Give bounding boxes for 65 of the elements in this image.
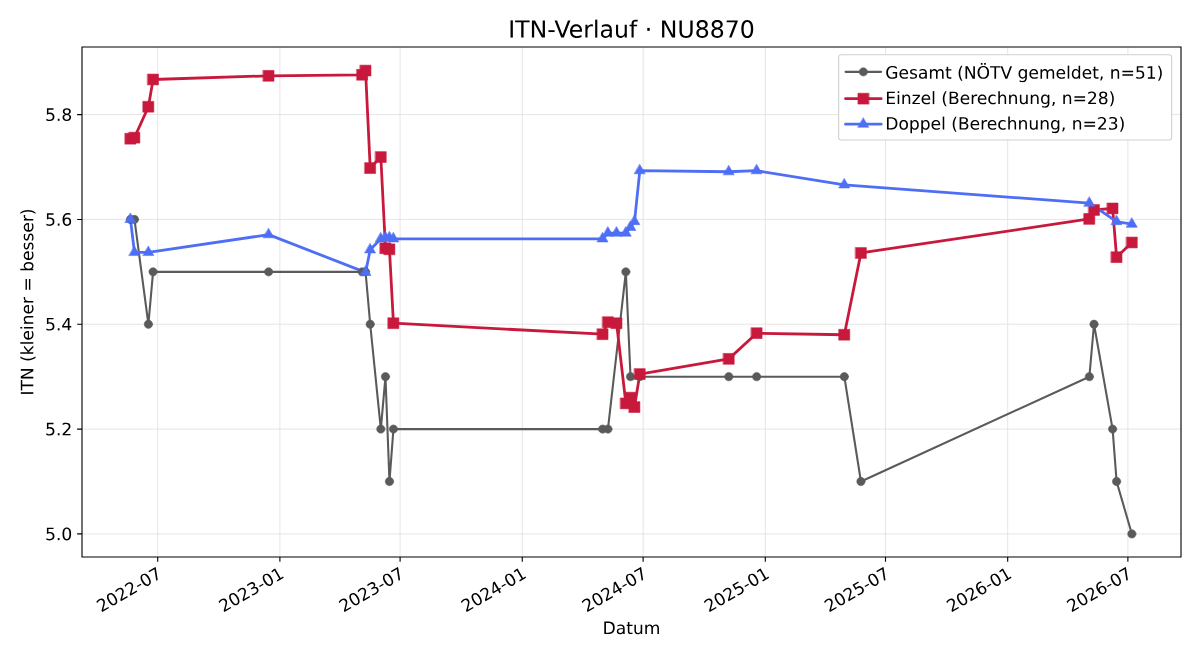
point [262, 228, 275, 239]
y-tick-label: 5.4 [46, 317, 72, 331]
point [387, 232, 400, 243]
point [147, 73, 159, 86]
legend-label: Einzel (Berechnung, n=28) [886, 91, 1114, 108]
point [628, 401, 641, 413]
point [264, 267, 274, 277]
y-axis-title: ITN (kleiner = besser) [20, 209, 36, 394]
point [723, 165, 735, 176]
point [128, 131, 141, 144]
point [634, 164, 646, 175]
point [610, 317, 623, 329]
point [128, 245, 141, 256]
point [856, 477, 866, 486]
point [838, 178, 851, 189]
point [750, 164, 763, 175]
point [385, 477, 394, 486]
point [1110, 251, 1123, 263]
point [1127, 529, 1137, 539]
point [383, 243, 396, 256]
point [602, 226, 614, 237]
point [376, 424, 386, 434]
point [1106, 202, 1119, 215]
point [724, 372, 734, 382]
point [365, 319, 375, 329]
point [839, 372, 849, 382]
point [723, 353, 735, 365]
point [1108, 424, 1118, 434]
chart-title: ITN-Verlauf · NU8870 [510, 19, 754, 38]
point [364, 243, 376, 254]
y-tick-label: 5.2 [46, 422, 71, 436]
point [359, 64, 372, 77]
point [855, 247, 867, 259]
point [142, 245, 155, 256]
point [143, 319, 153, 329]
point [387, 317, 400, 329]
y-tick-label: 5.8 [46, 108, 72, 122]
x-axis-title: Datum [604, 621, 659, 635]
point [752, 372, 762, 382]
point [634, 368, 646, 380]
legend-label: Doppel (Berechnung, n=23) [886, 116, 1124, 134]
point [621, 267, 631, 277]
y-tick-label: 5.0 [46, 527, 72, 541]
point [1126, 236, 1138, 249]
point [364, 162, 376, 174]
point [262, 70, 275, 82]
point [1110, 215, 1123, 225]
y-tick-label: 5.6 [46, 212, 72, 226]
point [1089, 319, 1099, 329]
point [626, 372, 635, 382]
point [375, 151, 387, 163]
point [628, 215, 641, 225]
point [1083, 196, 1096, 207]
point [381, 372, 390, 382]
point [750, 327, 763, 339]
point [610, 226, 623, 237]
point [148, 267, 158, 277]
legend-label: Gesamt (NÖTV gemeldet, n=51) [886, 63, 1162, 83]
point [596, 328, 609, 340]
point [1084, 372, 1094, 382]
point [1126, 217, 1138, 228]
point [1112, 477, 1122, 486]
point [838, 329, 851, 341]
point [142, 101, 155, 113]
point [389, 424, 398, 434]
